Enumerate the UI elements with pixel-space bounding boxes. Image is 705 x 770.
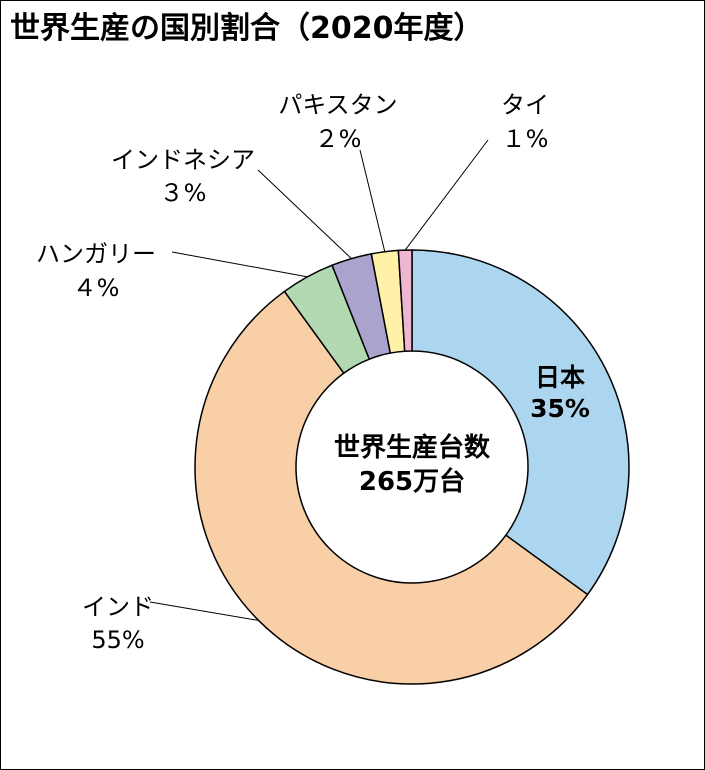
slice-label-india-value: 55% xyxy=(91,626,144,654)
leader-lines xyxy=(149,139,489,621)
slice-japan xyxy=(411,249,630,596)
slice-label-japan-value: 35% xyxy=(530,394,590,423)
center-label-line1: 世界生産台数 xyxy=(334,432,491,463)
leader-indonesia xyxy=(257,169,352,259)
slice-label-indonesia-value: ３% xyxy=(160,179,207,207)
donut-slices xyxy=(194,249,630,685)
leader-thailand xyxy=(404,139,489,251)
slice-label-thailand-name: タイ xyxy=(501,91,549,119)
slice-label-pakistan-value: ２% xyxy=(315,125,362,153)
slice-thailand xyxy=(397,249,413,353)
slice-label-hungary-value: ４% xyxy=(73,274,120,302)
leader-pakistan xyxy=(359,149,386,252)
leader-hungary xyxy=(171,251,308,278)
leader-india xyxy=(149,601,259,621)
slice-label-hungary-name: ハンガリー xyxy=(36,240,156,268)
slice-label-thailand-value: １% xyxy=(502,125,549,153)
slice-label-pakistan-name: パキスタン xyxy=(278,91,397,119)
slice-label-india-name: インド xyxy=(82,593,154,621)
slice-india xyxy=(194,290,589,685)
chart-title: 世界生産の国別割合（2020年度） xyxy=(10,11,484,46)
center-label-line2: 265万台 xyxy=(359,466,465,497)
slice-label-indonesia-name: インドネシア xyxy=(111,146,255,174)
slice-label-japan-name: 日本 xyxy=(535,363,585,392)
